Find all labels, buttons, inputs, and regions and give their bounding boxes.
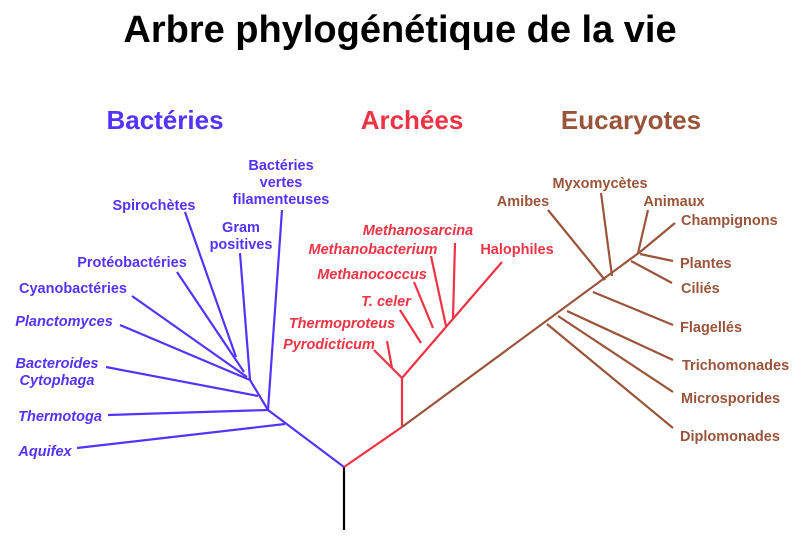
- taxon-label: filamenteuses: [233, 192, 330, 208]
- taxon-label: Halophiles: [480, 242, 553, 258]
- group-label-archaea: Archées: [361, 105, 464, 135]
- taxon-label: Diplomonades: [680, 429, 780, 445]
- taxon-label: Ciliés: [681, 281, 720, 297]
- taxon-label: Cyanobactéries: [19, 281, 127, 297]
- taxon-label: Microsporides: [681, 391, 780, 407]
- taxon-label: Gram: [222, 220, 260, 236]
- taxon-label: Myxomycètes: [552, 176, 647, 192]
- taxon-label: Cytophaga: [20, 373, 95, 389]
- taxon-label: Methanosarcina: [363, 223, 473, 239]
- taxon-label: Methanococcus: [317, 267, 427, 283]
- taxon-label: vertes: [260, 175, 303, 191]
- taxon-label: Methanobacterium: [309, 242, 438, 258]
- eukaryote-branches: [401, 192, 676, 429]
- taxon-label: T. celer: [361, 294, 412, 310]
- taxon-label: Trichomonades: [682, 358, 789, 374]
- bacteria-labels: Bactéries vertes filamenteuses Spirochèt…: [15, 158, 329, 460]
- taxon-label: Champignons: [681, 213, 778, 229]
- taxon-label: positives: [210, 237, 273, 253]
- archaea-branches: [343, 242, 503, 468]
- taxon-label: Pyrodicticum: [283, 337, 375, 353]
- taxon-label: Planctomyces: [15, 314, 113, 330]
- taxon-label: Thermotoga: [18, 409, 102, 425]
- group-label-bacteria: Bactéries: [106, 105, 223, 135]
- archaea-labels: Methanosarcina Methanobacterium Halophil…: [283, 223, 554, 353]
- bacteria-branches: [76, 209, 345, 468]
- taxon-label: Bactéries: [248, 158, 313, 174]
- taxon-label: Plantes: [680, 256, 732, 272]
- taxon-label: Animaux: [643, 194, 704, 210]
- eukaryote-labels: Myxomycètes Amibes Animaux Champignons P…: [497, 176, 789, 445]
- taxon-label: Flagellés: [680, 320, 742, 336]
- taxon-label: Aquifex: [17, 444, 72, 460]
- taxon-label: Thermoproteus: [289, 316, 395, 332]
- group-label-eukaryotes: Eucaryotes: [561, 105, 701, 135]
- taxon-label: Spirochètes: [113, 198, 196, 214]
- diagram-title: Arbre phylogénétique de la vie: [123, 9, 676, 51]
- taxon-label: Bacteroides: [15, 356, 98, 372]
- taxon-label: Amibes: [497, 194, 549, 210]
- taxon-label: Protéobactéries: [77, 255, 187, 271]
